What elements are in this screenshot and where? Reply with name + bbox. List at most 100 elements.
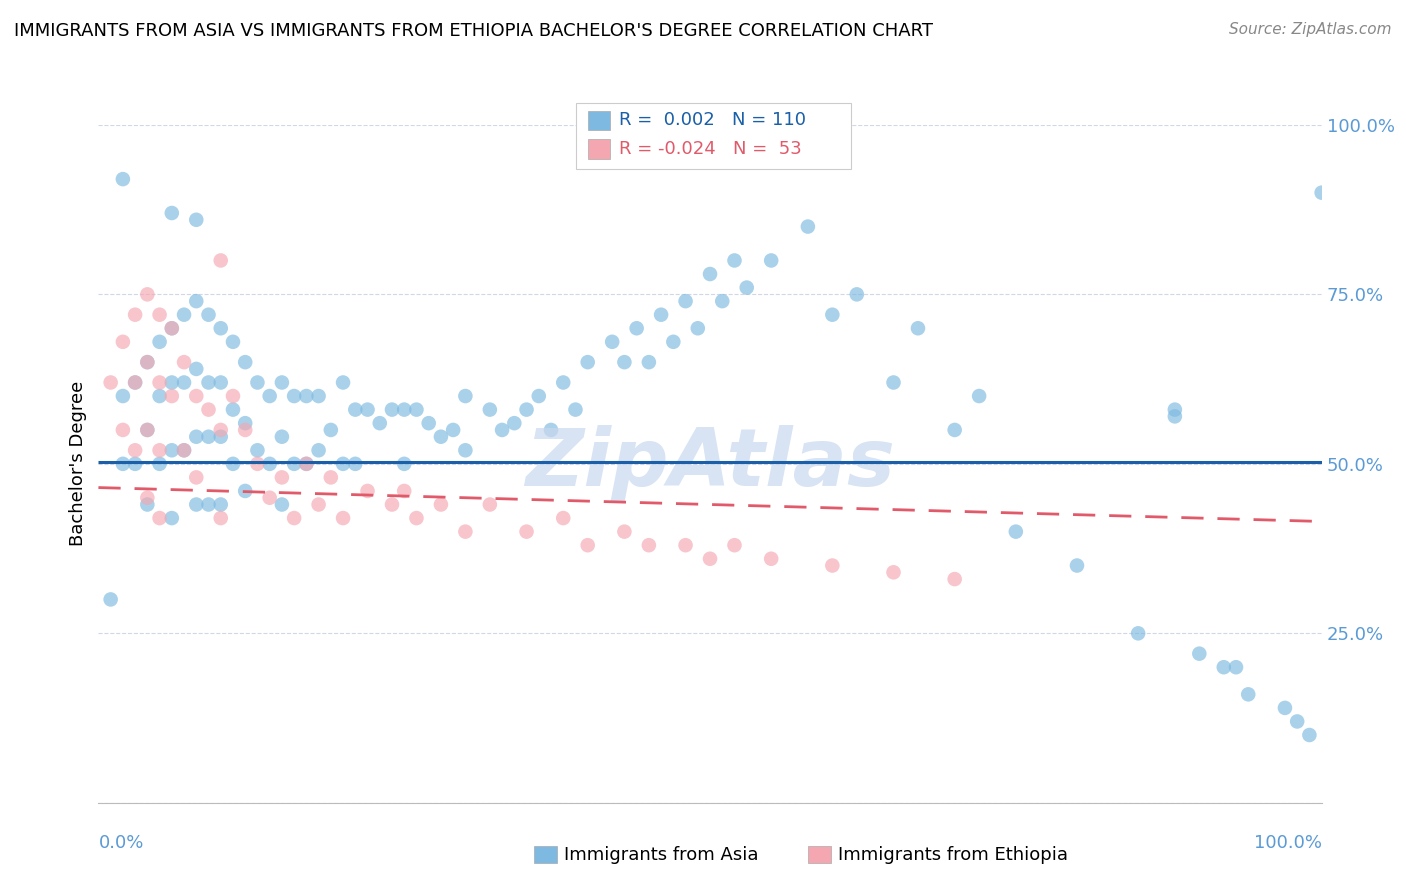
- Point: [540, 423, 562, 437]
- Point: [233, 355, 256, 369]
- Point: [735, 280, 758, 294]
- Point: [149, 389, 172, 403]
- Point: [699, 267, 721, 281]
- Point: [124, 376, 146, 390]
- Point: [637, 355, 661, 369]
- Point: [711, 294, 734, 309]
- Point: [797, 219, 820, 234]
- Point: [186, 430, 208, 444]
- Point: [1066, 558, 1088, 573]
- Point: [699, 551, 721, 566]
- Point: [136, 423, 159, 437]
- Point: [441, 423, 464, 437]
- Point: [160, 321, 183, 335]
- Point: [1237, 687, 1260, 701]
- Point: [1286, 714, 1309, 729]
- Point: [319, 423, 342, 437]
- Point: [319, 470, 342, 484]
- Point: [1310, 186, 1333, 200]
- Point: [553, 376, 575, 390]
- Point: [173, 376, 195, 390]
- Point: [111, 389, 134, 403]
- Point: [821, 308, 844, 322]
- Point: [381, 402, 404, 417]
- Point: [100, 376, 122, 390]
- Point: [197, 430, 219, 444]
- Point: [246, 443, 269, 458]
- Point: [149, 511, 172, 525]
- Point: [308, 498, 330, 512]
- Point: [173, 443, 195, 458]
- Point: [186, 498, 208, 512]
- Point: [368, 416, 391, 430]
- Point: [136, 287, 159, 301]
- Point: [454, 524, 477, 539]
- Point: [149, 376, 172, 390]
- Point: [295, 389, 318, 403]
- Point: [515, 524, 537, 539]
- Point: [491, 423, 513, 437]
- Point: [381, 498, 404, 512]
- Point: [111, 423, 134, 437]
- Point: [662, 334, 685, 349]
- Point: [259, 389, 281, 403]
- Point: [222, 389, 245, 403]
- Point: [259, 491, 281, 505]
- Point: [430, 430, 453, 444]
- Point: [1004, 524, 1026, 539]
- Point: [1298, 728, 1320, 742]
- Point: [186, 389, 208, 403]
- Point: [1188, 647, 1211, 661]
- Point: [405, 511, 427, 525]
- Point: [613, 355, 636, 369]
- Point: [124, 457, 146, 471]
- Point: [761, 253, 783, 268]
- Point: [650, 308, 672, 322]
- Point: [478, 498, 501, 512]
- Point: [356, 402, 378, 417]
- Point: [332, 457, 354, 471]
- Text: 0.0%: 0.0%: [98, 834, 143, 852]
- Point: [233, 423, 256, 437]
- Point: [149, 308, 172, 322]
- Point: [943, 572, 966, 586]
- Point: [392, 402, 416, 417]
- Point: [270, 430, 294, 444]
- Point: [356, 483, 378, 498]
- Point: [405, 402, 427, 417]
- Point: [222, 334, 245, 349]
- Point: [1274, 701, 1296, 715]
- Text: Immigrants from Asia: Immigrants from Asia: [564, 846, 758, 863]
- Point: [392, 457, 416, 471]
- Point: [270, 376, 294, 390]
- Point: [124, 443, 146, 458]
- Point: [1212, 660, 1234, 674]
- Point: [430, 498, 453, 512]
- Point: [233, 483, 256, 498]
- Point: [270, 498, 294, 512]
- Point: [613, 524, 636, 539]
- Point: [173, 443, 195, 458]
- Point: [943, 423, 966, 437]
- Point: [209, 498, 232, 512]
- Point: [270, 470, 294, 484]
- Point: [626, 321, 648, 335]
- Point: [308, 443, 330, 458]
- Point: [136, 491, 159, 505]
- Point: [675, 294, 697, 309]
- Point: [454, 389, 477, 403]
- Point: [222, 457, 245, 471]
- Point: [308, 389, 330, 403]
- Text: R = -0.024   N =  53: R = -0.024 N = 53: [619, 140, 801, 158]
- Point: [186, 294, 208, 309]
- Point: [392, 483, 416, 498]
- Point: [283, 389, 305, 403]
- Point: [600, 334, 623, 349]
- Point: [883, 376, 905, 390]
- Point: [160, 206, 183, 220]
- Point: [173, 355, 195, 369]
- Point: [149, 457, 172, 471]
- Point: [907, 321, 929, 335]
- Point: [283, 511, 305, 525]
- Point: [283, 457, 305, 471]
